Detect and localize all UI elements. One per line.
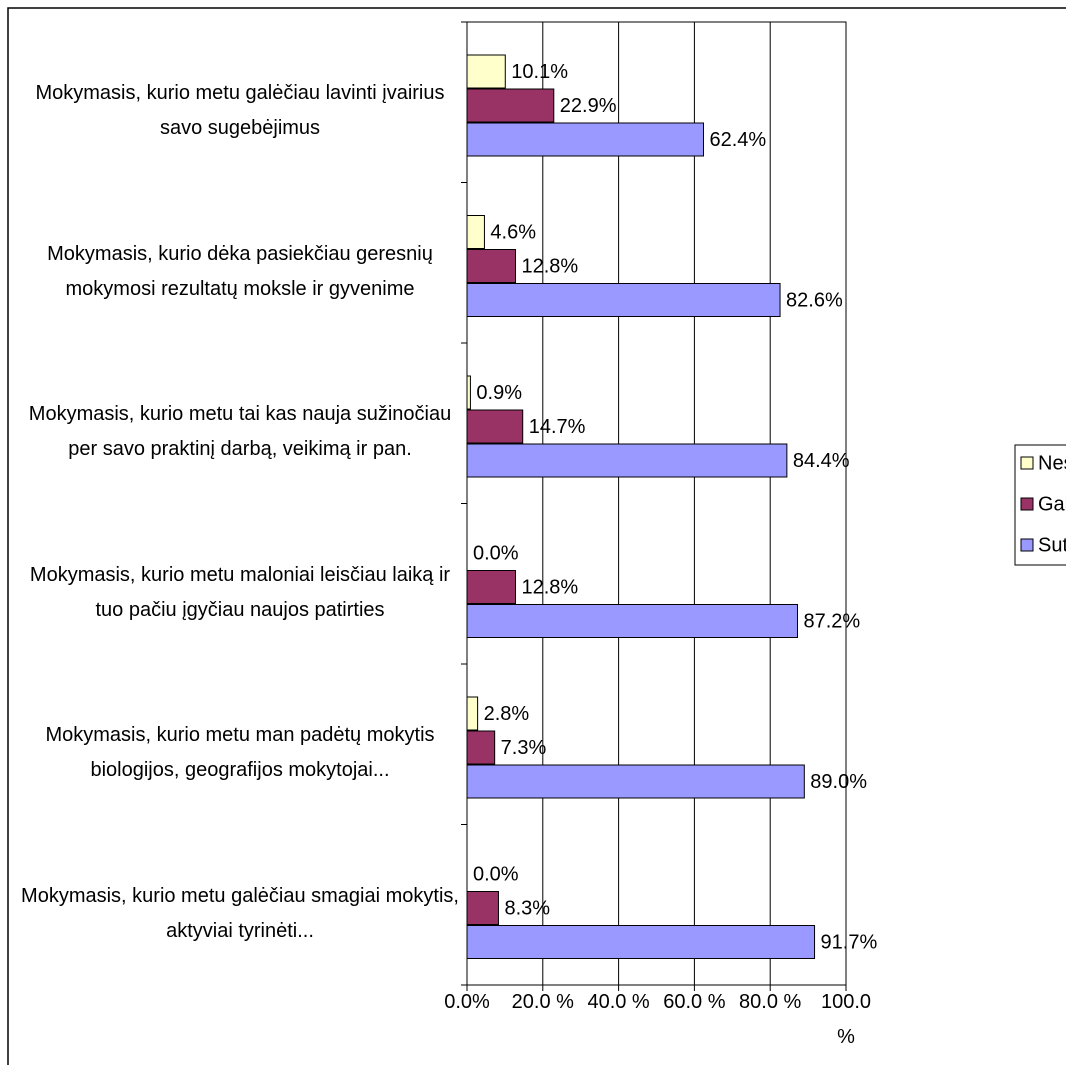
y-tick-label: Mokymasis, kurio metu maloniai leisčiau … [29,563,451,621]
bar [466,409,524,444]
bar [466,283,781,317]
x-tick-label: 80.0 % [739,991,802,1013]
value-label: 82.6% [786,289,843,311]
x-tick-label: 20.0 % [511,991,574,1013]
x-tick-label: 100.0 % [820,991,872,1048]
bar [466,375,471,410]
x-tick-label: 0.0% [444,991,490,1013]
value-label: 12.8% [522,255,579,277]
bar [466,764,805,799]
legend-swatch [1020,456,1034,470]
bar [466,215,485,249]
plot-area [467,22,846,985]
value-label: 89.0% [810,771,867,793]
bar [466,604,798,638]
legend-label: Sutinku [1038,534,1066,556]
legend-label: Galbūt [1038,493,1066,515]
y-tick-label: Mokymasis, kurio metu galėčiau smagiai m… [21,884,459,942]
value-label: 62.4% [709,129,766,151]
x-tick-label: 60.0 % [663,991,726,1013]
bar [466,54,506,89]
value-label: 14.7% [529,416,586,438]
legend-swatch [1020,538,1034,552]
legend-label: Nesutinku [1038,452,1066,474]
bar [466,696,479,731]
bar [466,249,517,283]
bar [466,443,788,478]
legend-swatch [1020,497,1034,511]
y-tick-label: Mokymasis, kurio metu tai kas nauja suži… [28,403,452,460]
chart-frame [7,7,1066,1065]
value-label: 8.3% [504,897,550,919]
value-label: 7.3% [501,737,547,759]
bar [466,570,517,604]
value-label: 0.0% [473,863,519,885]
y-tick-label: Mokymasis, kurio metu man padėtų mokytis… [45,724,435,781]
y-tick-label: Mokymasis, kurio metu galėčiau lavinti į… [35,82,445,139]
bar [466,925,816,959]
value-label: 22.9% [560,95,617,117]
bar [466,122,704,157]
value-label: 0.0% [473,542,519,564]
value-label: 91.7% [821,931,878,953]
x-tick-label: 40.0 % [587,991,650,1013]
value-label: 10.1% [511,61,568,83]
y-tick-label: Mokymasis, kurio dėka pasiekčiau geresni… [47,242,433,300]
value-label: 4.6% [490,221,536,243]
value-label: 2.8% [484,703,530,725]
bar [466,891,499,925]
value-label: 0.9% [476,382,522,404]
value-label: 84.4% [793,450,850,472]
value-label: 12.8% [522,576,579,598]
value-label: 87.2% [803,610,860,632]
bar [466,88,555,123]
bar [466,730,496,765]
